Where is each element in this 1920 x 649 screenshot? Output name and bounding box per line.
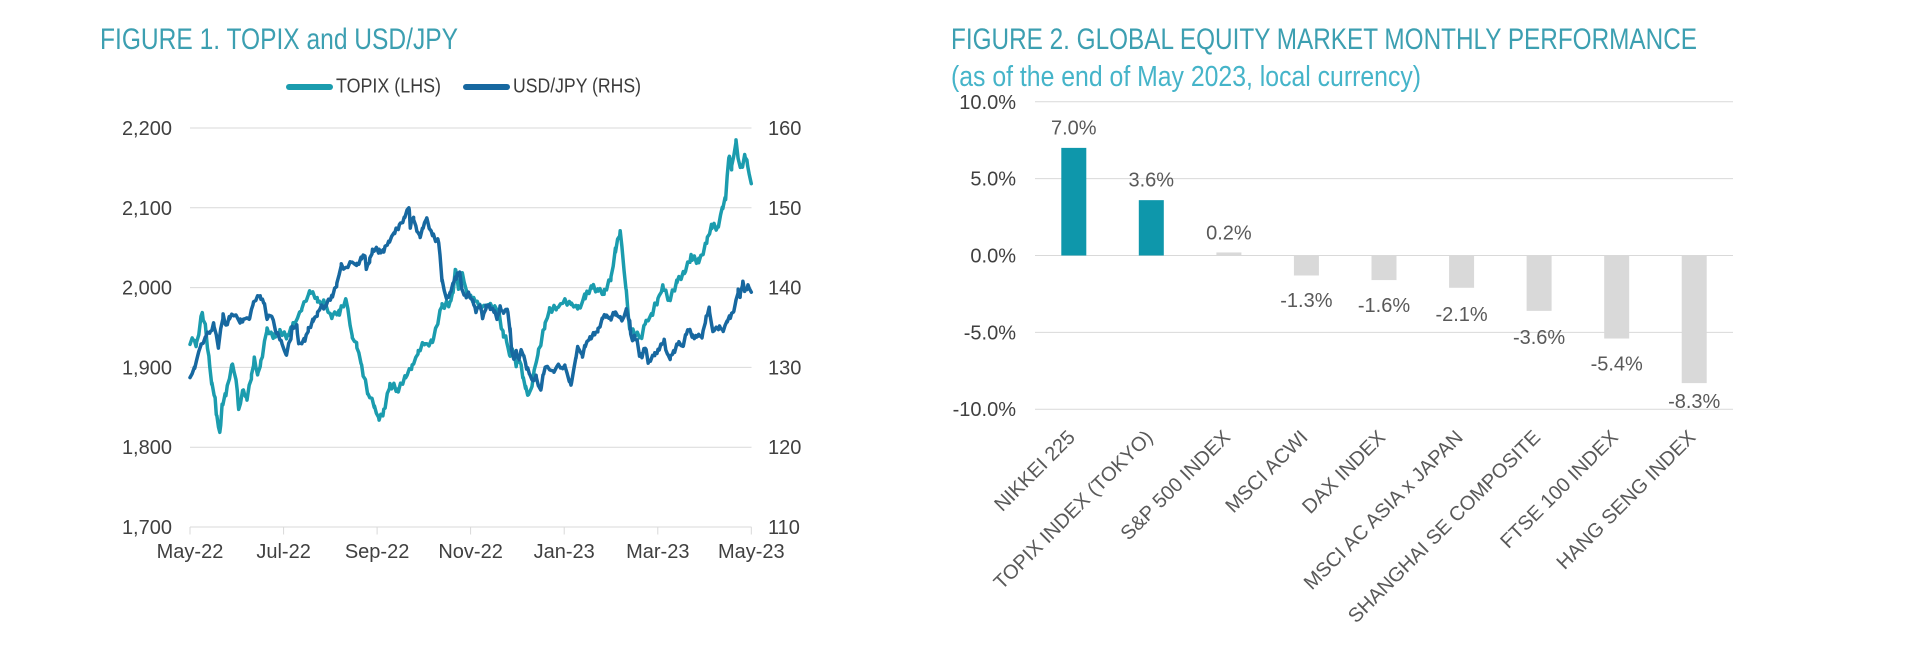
- svg-text:Mar-23: Mar-23: [626, 541, 689, 563]
- svg-text:0.0%: 0.0%: [970, 246, 1016, 268]
- svg-text:5.0%: 5.0%: [970, 169, 1016, 191]
- svg-text:USD/JPY (RHS): USD/JPY (RHS): [513, 76, 641, 98]
- svg-text:May-23: May-23: [718, 541, 785, 563]
- svg-text:-5.0%: -5.0%: [964, 322, 1016, 344]
- svg-text:3.6%: 3.6%: [1129, 170, 1175, 192]
- svg-text:2,000: 2,000: [122, 278, 172, 300]
- svg-text:2,200: 2,200: [122, 118, 172, 140]
- svg-text:120: 120: [768, 437, 801, 459]
- svg-text:1,900: 1,900: [122, 357, 172, 379]
- svg-text:Jan-23: Jan-23: [534, 541, 595, 563]
- svg-text:160: 160: [768, 118, 801, 140]
- svg-text:130: 130: [768, 357, 801, 379]
- svg-text:2,100: 2,100: [122, 198, 172, 220]
- svg-text:10.0%: 10.0%: [959, 92, 1016, 114]
- svg-text:FIGURE 1. TOPIX and USD/JPY: FIGURE 1. TOPIX and USD/JPY: [100, 23, 458, 56]
- svg-text:-1.3%: -1.3%: [1280, 290, 1332, 312]
- svg-text:-5.4%: -5.4%: [1591, 354, 1643, 376]
- svg-text:0.2%: 0.2%: [1206, 222, 1252, 244]
- svg-text:(as of the end of May 2023, lo: (as of the end of May 2023, local curren…: [951, 61, 1421, 93]
- svg-text:1,800: 1,800: [122, 437, 172, 459]
- svg-text:-3.6%: -3.6%: [1513, 327, 1565, 349]
- svg-text:7.0%: 7.0%: [1051, 118, 1097, 140]
- svg-text:140: 140: [768, 278, 801, 300]
- svg-text:-1.6%: -1.6%: [1358, 295, 1410, 317]
- svg-text:150: 150: [768, 198, 801, 220]
- svg-text:110: 110: [768, 517, 800, 539]
- svg-text:Nov-22: Nov-22: [438, 541, 502, 563]
- svg-text:May-22: May-22: [157, 541, 224, 563]
- svg-text:TOPIX (LHS): TOPIX (LHS): [336, 76, 441, 98]
- svg-text:-10.0%: -10.0%: [953, 399, 1017, 421]
- svg-text:FIGURE 2. GLOBAL EQUITY MARKET: FIGURE 2. GLOBAL EQUITY MARKET MONTHLY P…: [951, 23, 1697, 56]
- svg-text:-8.3%: -8.3%: [1668, 391, 1720, 413]
- svg-text:1,700: 1,700: [122, 517, 172, 539]
- svg-text:Sep-22: Sep-22: [345, 541, 410, 563]
- svg-text:Jul-22: Jul-22: [256, 541, 310, 563]
- svg-text:-2.1%: -2.1%: [1435, 304, 1487, 326]
